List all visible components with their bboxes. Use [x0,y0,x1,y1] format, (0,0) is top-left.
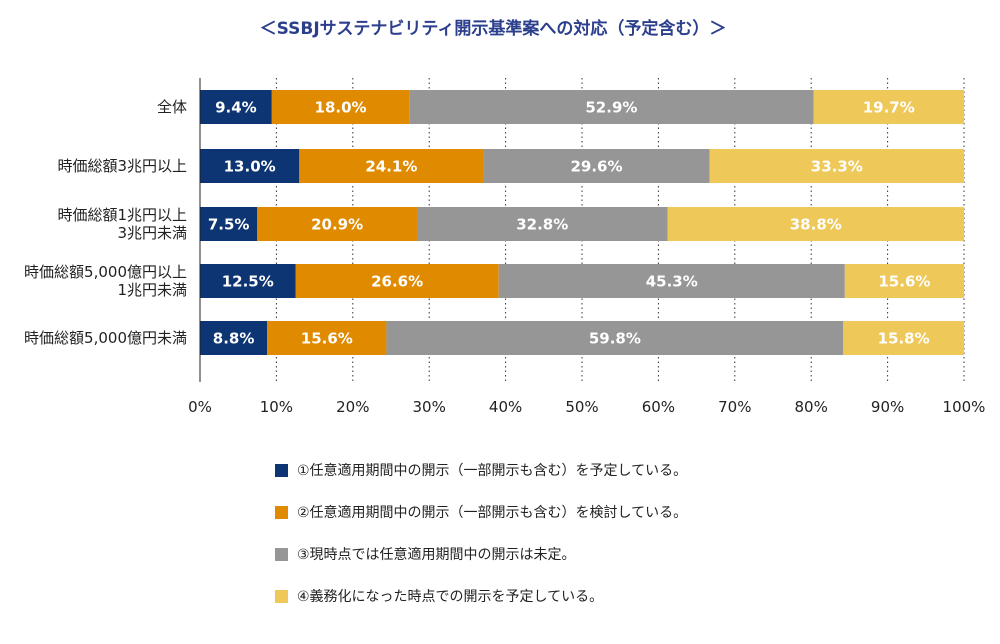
bar-segment [416,207,668,241]
data-label: 59.8% [589,330,641,348]
data-label: 15.6% [878,273,930,291]
chart-title: ＜SSBJサステナビリティ開示基準案への対応（予定含む）＞ [260,18,727,39]
bar-segment [295,264,499,298]
data-label: 24.1% [365,158,417,176]
data-label: 18.0% [315,99,367,117]
legend-item: ①任意適用期間中の開示（一部開示も含む）を予定している。 [275,460,875,480]
legend-item: ③現時点では任意適用期間中の開示は未定。 [275,544,875,564]
x-tick-label: 40% [489,398,522,416]
data-label: 13.0% [224,158,276,176]
bar-segment [200,149,300,183]
data-label: 26.6% [371,273,423,291]
category-label: 3兆円未満 [117,224,187,242]
bar-segment [271,90,410,124]
data-label: 7.5% [208,216,250,234]
data-label: 15.6% [301,330,353,348]
data-label: 38.8% [790,216,842,234]
bar-segment [498,264,845,298]
x-tick-label: 60% [642,398,675,416]
data-label: 9.4% [215,99,257,117]
data-label: 33.3% [811,158,863,176]
bar-segment [843,321,964,355]
x-tick-label: 10% [260,398,293,416]
x-tick-label: 0% [188,398,212,416]
legend-label: ②任意適用期間中の開示（一部開示も含む）を検討している。 [297,505,688,521]
category-label: 時価総額5,000億円未満 [24,329,187,347]
bar-segment [257,207,417,241]
category-labels: 全体時価総額3兆円以上時価総額1兆円以上3兆円未満時価総額5,000億円以上1兆… [24,98,187,347]
legend-swatch [275,589,288,603]
bar-segment [200,207,258,241]
bar-segment [667,207,964,241]
data-label: 29.6% [570,158,622,176]
bar-segment [483,149,710,183]
bar-segment [409,90,814,124]
bar-segment [267,321,387,355]
legend-swatch [275,505,288,519]
category-label: 時価総額3兆円以上 [57,157,187,175]
legend-item: ④義務化になった時点での開示を予定している。 [275,586,875,606]
category-label: 全体 [157,98,187,116]
x-axis-ticks: 0% 10% 20% 30% 40% 50% 60% 70% 80% 90% 100% [188,398,985,416]
legend-label: ④義務化になった時点での開示を予定している。 [297,589,604,605]
bar-segment [386,321,844,355]
data-label: 12.5% [222,273,274,291]
x-tick-label: 50% [565,398,598,416]
legend: ①任意適用期間中の開示（一部開示も含む）を予定している。 ②任意適用期間中の開示（… [275,460,875,628]
category-label: 時価総額1兆円以上 [57,206,187,224]
bar-segment [299,149,484,183]
legend-swatch [275,547,288,561]
legend-swatch [275,463,288,477]
category-label: 時価総額5,000億円以上 [24,263,187,281]
bar-segment [200,90,272,124]
legend-item: ②任意適用期間中の開示（一部開示も含む）を検討している。 [275,502,875,522]
bar-segment [200,321,268,355]
bar-segment [200,264,296,298]
x-tick-label: 70% [718,398,751,416]
data-label: 20.9% [311,216,363,234]
x-tick-label: 100% [943,398,986,416]
bars: 9.4% 18.0% 52.9% 19.7% 13.0% 24.1% 29.6% 33.3% 7… [200,90,964,355]
x-tick-label: 80% [795,398,828,416]
data-label: 8.8% [213,330,255,348]
data-label: 32.8% [516,216,568,234]
data-label: 52.9% [585,99,637,117]
x-tick-label: 90% [871,398,904,416]
bar-segment [813,90,964,124]
legend-label: ①任意適用期間中の開示（一部開示も含む）を予定している。 [297,463,688,479]
data-label: 15.8% [878,330,930,348]
data-label: 45.3% [646,273,698,291]
bar-segment [844,264,964,298]
category-label: 1兆円未満 [117,281,187,299]
data-label: 19.7% [863,99,915,117]
x-tick-label: 30% [413,398,446,416]
bar-segment [709,149,964,183]
x-tick-label: 20% [336,398,369,416]
legend-label: ③現時点では任意適用期間中の開示は未定。 [297,547,576,563]
